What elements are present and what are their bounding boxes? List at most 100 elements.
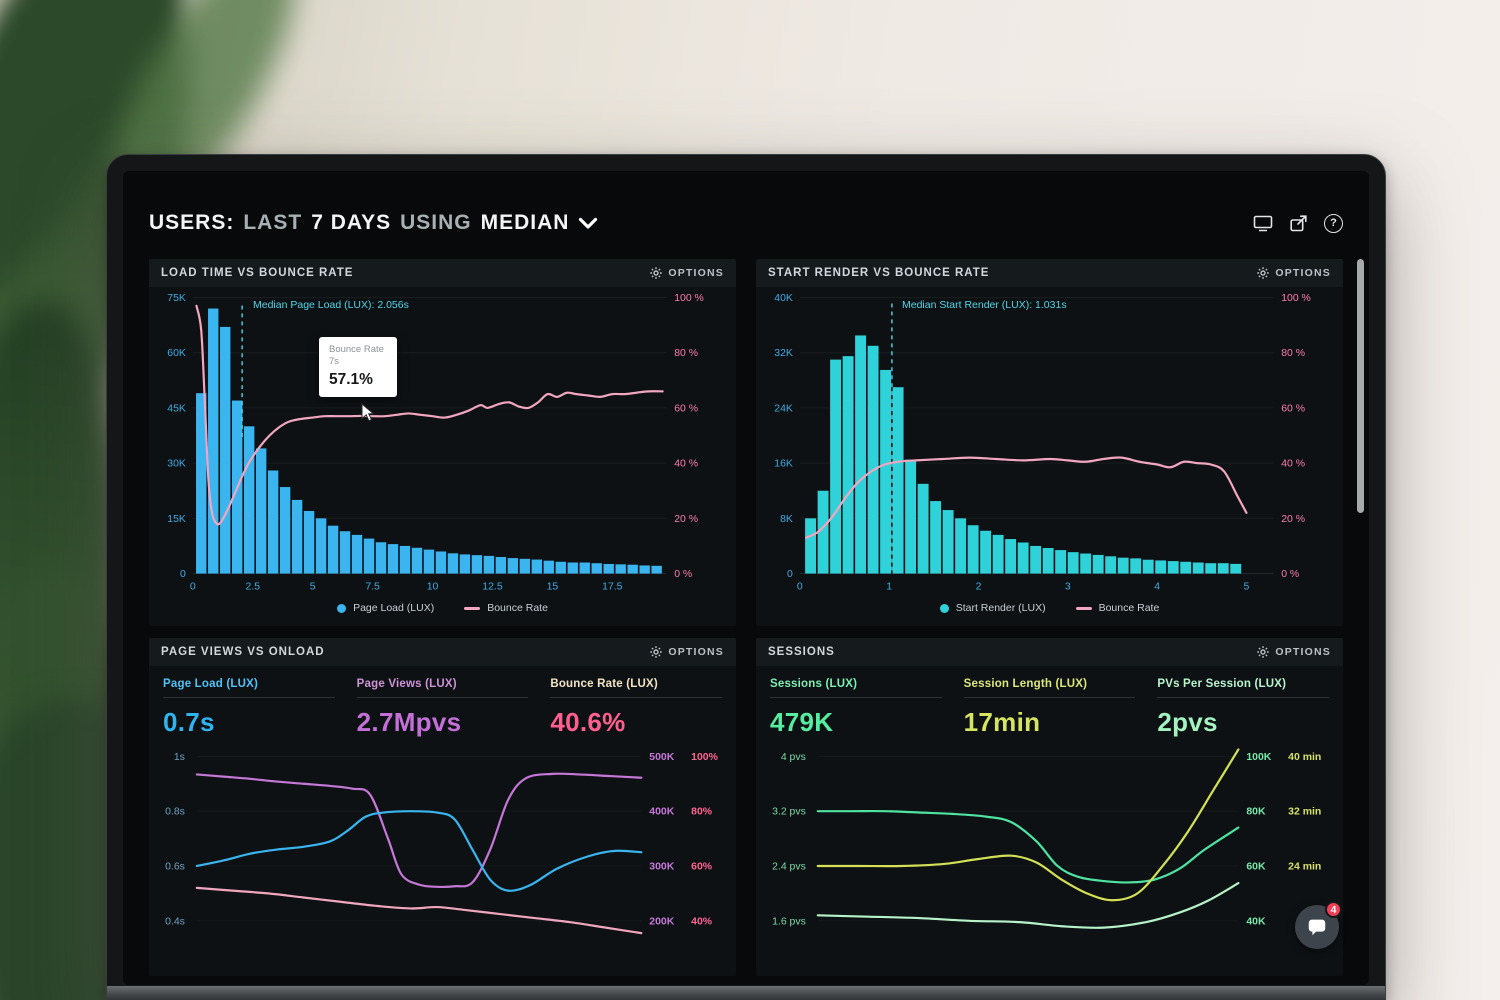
svg-text:32 min: 32 min <box>1288 807 1321 818</box>
svg-text:10: 10 <box>427 581 439 592</box>
svg-text:40 %: 40 % <box>674 459 698 470</box>
legend-dot-swatch <box>337 603 347 613</box>
header-actions: ? <box>1253 213 1343 233</box>
svg-text:100 %: 100 % <box>1281 293 1311 304</box>
tooltip-x-value: 7s <box>329 356 340 368</box>
stat-page-load: Page Load (LUX) 0.7s <box>163 678 335 738</box>
stat-label: Session Length (LUX) <box>963 678 1136 698</box>
svg-text:20 %: 20 % <box>1281 514 1305 525</box>
stat-label: Page Load (LUX) <box>163 678 335 698</box>
help-icon[interactable]: ? <box>1324 213 1343 233</box>
chart-sessions[interactable]: 4 pvs 100K 40 min 3.2 pvs 80K 32 min 2.4 pvs 60… <box>756 740 1343 976</box>
legend-line-swatch <box>464 606 481 610</box>
display-icon[interactable] <box>1253 215 1273 232</box>
svg-text:80K: 80K <box>1246 807 1266 818</box>
stat-label: Page Views (LUX) <box>356 678 529 698</box>
stat-value: 2pvs <box>1157 707 1218 737</box>
svg-text:17.5: 17.5 <box>602 581 623 592</box>
chart-load-time[interactable]: 75K 100 % 60K 80 % 45K 60 % 30K 40 % 15K 20 % 0 0 %… <box>149 287 736 595</box>
svg-text:0: 0 <box>180 569 186 580</box>
options-label: OPTIONS <box>668 267 724 279</box>
svg-text:16K: 16K <box>774 459 793 470</box>
options-label: OPTIONS <box>1275 646 1331 658</box>
svg-text:500K: 500K <box>649 752 674 763</box>
svg-text:0: 0 <box>787 569 793 580</box>
gear-icon <box>650 267 663 279</box>
panel-start-render-vs-bounce-rate: START RENDER VS BOUNCE RATE <box>756 259 1343 626</box>
svg-text:60 %: 60 % <box>674 403 698 414</box>
title-segment: 7 DAYS <box>311 211 392 234</box>
svg-text:400K: 400K <box>649 807 674 818</box>
svg-text:24 min: 24 min <box>1288 861 1321 872</box>
legend-item-start-render[interactable]: Start Render (LUX) <box>939 602 1046 614</box>
svg-text:0: 0 <box>190 581 196 592</box>
svg-text:60%: 60% <box>691 861 713 872</box>
svg-text:0: 0 <box>797 581 803 592</box>
panel-title: START RENDER VS BOUNCE RATE <box>768 267 990 279</box>
chart-start-render[interactable]: 40K 100 % 32K 80 % 24K 60 % 16K 40 % 8K 20 % 0 0 % 0… <box>756 287 1343 595</box>
svg-text:30K: 30K <box>167 459 186 470</box>
svg-text:100%: 100% <box>691 752 718 763</box>
svg-text:40K: 40K <box>1246 916 1266 927</box>
panel-load-time-vs-bounce-rate: LOAD TIME VS BOUNCE RATE <box>149 259 736 626</box>
mouse-cursor-icon <box>361 403 375 422</box>
panel-sessions: SESSIONS OPTIONS <box>756 638 1343 976</box>
share-icon[interactable] <box>1290 214 1307 232</box>
svg-text:32K: 32K <box>774 348 793 359</box>
svg-text:40 min: 40 min <box>1288 752 1321 763</box>
svg-text:75K: 75K <box>167 293 186 304</box>
options-button[interactable]: OPTIONS <box>1257 267 1331 279</box>
chevron-down-icon[interactable] <box>578 217 598 230</box>
dashboard-grid: LOAD TIME VS BOUNCE RATE <box>123 259 1369 976</box>
page-title: USERS: LAST 7 DAYS USING MEDIAN <box>149 211 598 235</box>
svg-text:15K: 15K <box>167 514 186 525</box>
stat-bounce-rate: Bounce Rate (LUX) 40.6% <box>550 678 722 738</box>
options-button[interactable]: OPTIONS <box>1257 646 1331 658</box>
tooltip-series-label: Bounce Rate <box>329 344 384 355</box>
laptop: USERS: LAST 7 DAYS USING MEDIAN <box>106 154 1386 1000</box>
median-annotation: Median Start Render (LUX): 1.031s <box>902 299 1067 311</box>
svg-text:100 %: 100 % <box>674 293 704 304</box>
stat-sessions: Sessions (LUX) 479K <box>770 678 942 738</box>
svg-text:1s: 1s <box>174 752 185 763</box>
legend-item-bounce-rate[interactable]: Bounce Rate <box>1075 602 1160 614</box>
chat-badge: 4 <box>1325 901 1342 918</box>
dashboard-header: USERS: LAST 7 DAYS USING MEDIAN <box>123 171 1369 259</box>
svg-text:7.5: 7.5 <box>365 581 380 592</box>
legend-label: Bounce Rate <box>1098 602 1160 614</box>
legend-item-bounce-rate[interactable]: Bounce Rate <box>464 602 548 614</box>
svg-text:12.5: 12.5 <box>482 581 503 592</box>
chat-launcher[interactable]: 4 <box>1295 901 1342 949</box>
svg-text:0 %: 0 % <box>674 569 692 580</box>
options-button[interactable]: OPTIONS <box>650 267 724 279</box>
stat-page-views: Page Views (LUX) 2.7Mpvs <box>356 678 529 738</box>
scrollbar-thumb[interactable] <box>1357 259 1364 513</box>
svg-text:2.5: 2.5 <box>245 581 260 592</box>
chart-page-views-onload[interactable]: 1s 500K 100% 0.8s 400K 80% 0.6s 300K 60% 0.4s 200K… <box>149 740 736 976</box>
svg-text:80 %: 80 % <box>674 348 698 359</box>
panel-title: LOAD TIME VS BOUNCE RATE <box>161 267 354 279</box>
svg-text:2: 2 <box>976 581 982 592</box>
svg-text:3.2 pvs: 3.2 pvs <box>772 807 806 818</box>
svg-text:80 %: 80 % <box>1281 348 1305 359</box>
stat-label: Sessions (LUX) <box>770 678 942 698</box>
stat-session-length: Session Length (LUX) 17min <box>963 678 1136 738</box>
legend-item-page-load[interactable]: Page Load (LUX) <box>337 602 434 614</box>
title-segment: USERS: <box>149 211 235 234</box>
options-button[interactable]: OPTIONS <box>650 646 724 658</box>
svg-text:15: 15 <box>547 581 559 592</box>
title-segment: USING <box>400 211 472 234</box>
stats-row: Page Load (LUX) 0.7s Page Views (LUX) 2.… <box>149 666 736 740</box>
legend-line-swatch <box>1075 606 1092 610</box>
stat-value: 479K <box>770 707 834 737</box>
svg-text:8K: 8K <box>780 514 793 525</box>
panel-title: PAGE VIEWS VS ONLOAD <box>161 646 325 658</box>
gear-icon <box>650 646 663 658</box>
options-label: OPTIONS <box>668 646 724 658</box>
svg-text:1.6 pvs: 1.6 pvs <box>772 916 806 927</box>
legend: Page Load (LUX) Bounce Rate <box>149 595 736 626</box>
svg-text:40K: 40K <box>774 293 793 304</box>
legend-label: Bounce Rate <box>487 602 548 614</box>
stat-value: 40.6% <box>550 707 626 737</box>
